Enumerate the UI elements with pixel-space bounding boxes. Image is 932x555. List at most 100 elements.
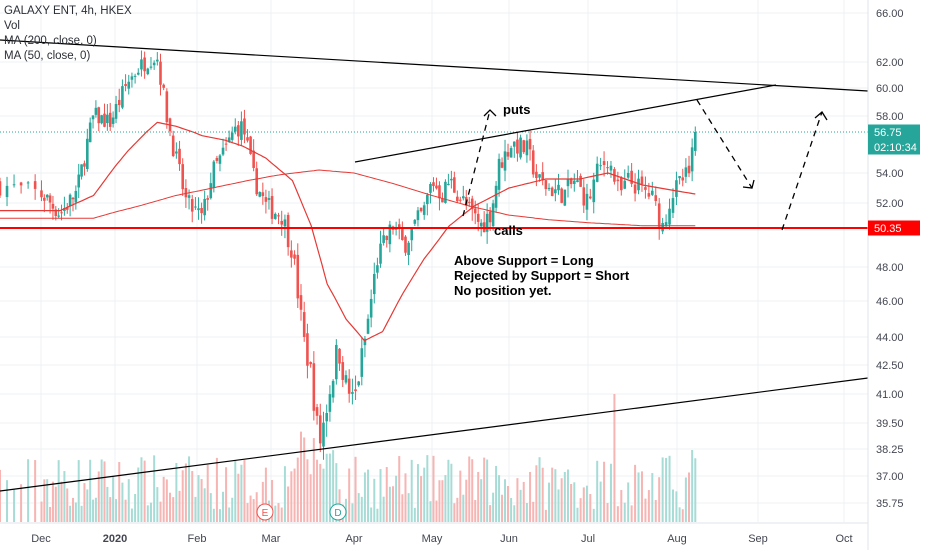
- candle-body-106: [347, 378, 351, 394]
- volume-bar-39: [137, 467, 140, 522]
- ma200-indicator-label[interactable]: MA (200, close, 0): [4, 35, 97, 47]
- volume-bar-188: [603, 461, 606, 522]
- volume-indicator-label[interactable]: Vol: [4, 20, 20, 32]
- volume-bar-86: [283, 466, 286, 522]
- volume-bar-48: [165, 479, 168, 522]
- volume-bar-128: [416, 464, 419, 522]
- candle-body-183: [585, 193, 589, 210]
- candle-body-56: [190, 199, 194, 212]
- volume-bar-110: [360, 496, 363, 522]
- candle-body-133: [432, 182, 435, 187]
- candle-body-6: [40, 190, 43, 198]
- candle-body-208: [671, 198, 675, 213]
- candle-body-166: [531, 150, 535, 175]
- volume-bar-132: [429, 501, 432, 522]
- candle-body-37: [130, 76, 134, 80]
- last-price-badge: 56.75: [874, 127, 902, 139]
- volume-bar-112: [367, 469, 370, 522]
- volume-bar-17: [71, 497, 74, 522]
- volume-bar-0: [0, 469, 1, 522]
- candle-body-42: [146, 68, 150, 75]
- candle-body-2: [12, 184, 16, 186]
- candle-body-33: [117, 99, 121, 106]
- candle-body-182: [582, 187, 586, 206]
- candle-body-145: [467, 201, 471, 203]
- volume-bar-173: [554, 469, 557, 522]
- candle-body-75: [249, 136, 252, 154]
- candle-body-68: [227, 137, 231, 142]
- support-price-badge-bg: [868, 220, 920, 236]
- volume-bar-3: [20, 484, 23, 522]
- chart-legend: GALAXY ENT, 4h, HKEX Vol MA (200, close,…: [4, 4, 132, 64]
- candle-body-173: [554, 189, 557, 194]
- candle-body-102: [335, 344, 338, 380]
- volume-bar-159: [510, 497, 513, 522]
- time-tick-3: Mar: [262, 533, 281, 545]
- price-tick-0: 66.00: [876, 8, 904, 20]
- candle-body-19: [77, 174, 81, 188]
- volume-bar-102: [335, 463, 338, 522]
- candle-body-168: [538, 174, 541, 178]
- volume-bar-122: [398, 456, 401, 522]
- volume-bar-203: [654, 499, 657, 522]
- candle-body-192: [616, 179, 620, 182]
- candle-body-9: [48, 195, 52, 203]
- candle-body-63: [212, 161, 216, 188]
- candle-body-87: [286, 214, 290, 248]
- candle-body-92: [302, 312, 306, 337]
- candle-body-140: [453, 177, 456, 193]
- candle-body-146: [470, 198, 474, 210]
- candle-body-161: [516, 139, 519, 154]
- volume-bar-79: [261, 481, 264, 522]
- volume-bar-108: [354, 456, 357, 522]
- volume-bar-9: [49, 506, 52, 522]
- volume-bar-152: [489, 505, 492, 522]
- candle-body-210: [678, 176, 681, 179]
- candle-body-14: [63, 208, 66, 211]
- volume-bar-151: [486, 459, 489, 522]
- candle-body-201: [647, 193, 651, 197]
- volume-bar-65: [218, 509, 221, 522]
- candle-body-125: [407, 242, 410, 256]
- candle-body-186: [595, 163, 599, 182]
- candle-body-65: [218, 155, 222, 164]
- volume-bar-80: [264, 467, 267, 522]
- volume-bar-95: [312, 438, 315, 522]
- candle-body-54: [184, 188, 188, 198]
- candle-body-126: [410, 227, 414, 241]
- candle-body-12: [57, 215, 60, 217]
- volume-bar-18: [74, 502, 77, 522]
- candle-body-196: [630, 170, 633, 184]
- candle-body-80: [264, 197, 268, 202]
- volume-bar-73: [243, 460, 246, 522]
- volume-bar-32: [115, 499, 118, 522]
- volume-bar-10: [51, 481, 54, 522]
- symbol-title[interactable]: GALAXY ENT, 4h, HKEX: [4, 5, 132, 17]
- volume-bar-176: [563, 471, 566, 522]
- candle-body-114: [372, 273, 376, 295]
- volume-bar-166: [532, 501, 535, 522]
- volume-bar-194: [623, 502, 626, 522]
- candle-body-26: [97, 107, 101, 124]
- ma200-line: [0, 169, 696, 227]
- time-tick-4: Apr: [345, 533, 362, 545]
- dividend-event-marker-label: D: [334, 508, 341, 519]
- volume-bar-34: [121, 482, 124, 522]
- price-tick-5: 52.00: [876, 198, 904, 210]
- candle-body-123: [401, 229, 404, 240]
- time-tick-9: Sep: [748, 533, 768, 545]
- candle-body-136: [441, 198, 444, 203]
- volume-bar-121: [395, 475, 398, 522]
- volume-bar-22: [86, 489, 89, 522]
- ma50-indicator-label[interactable]: MA (50, close, 0): [4, 50, 91, 62]
- price-tick-3: 58.00: [876, 111, 904, 123]
- volume-bar-42: [146, 505, 149, 522]
- volume-bar-43: [149, 502, 152, 522]
- candle-body-197: [633, 184, 637, 194]
- volume-bar-208: [671, 489, 674, 522]
- volume-bar-100: [328, 453, 331, 522]
- volume-bar-107: [351, 503, 354, 522]
- candle-body-34: [121, 86, 124, 108]
- earnings-event-marker-label: E: [262, 508, 269, 519]
